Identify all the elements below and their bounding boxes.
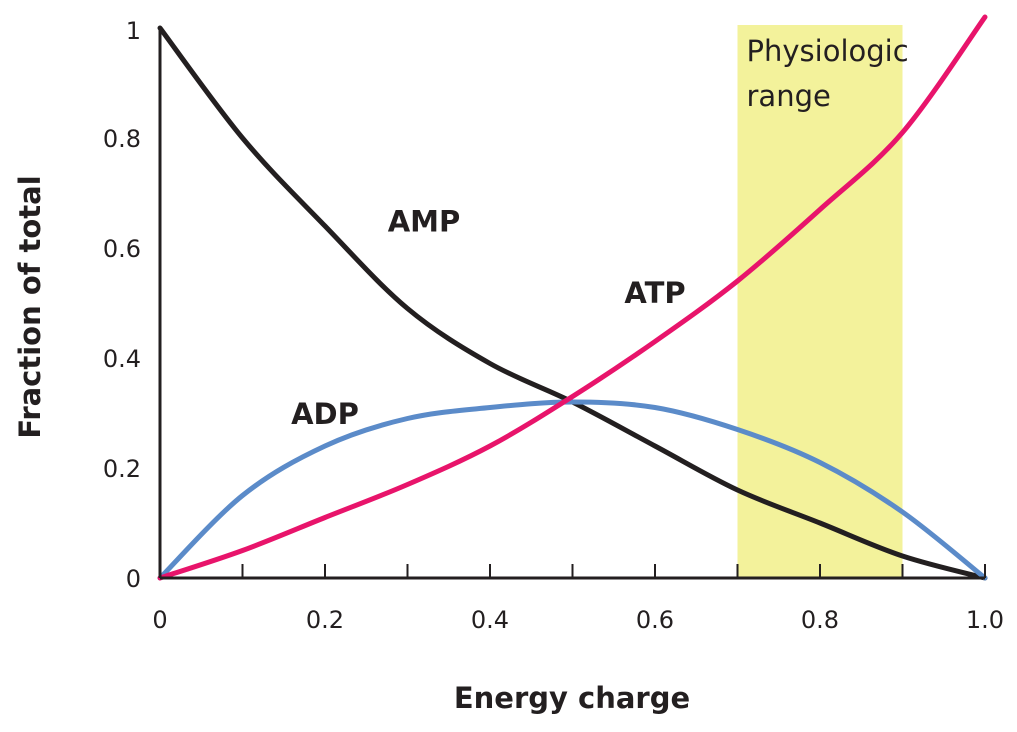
band-label-line-2: range	[747, 79, 831, 113]
y-tick-label: 0.6	[103, 235, 141, 263]
x-ticks	[159, 564, 986, 578]
x-tick-label: 1.0	[966, 606, 1004, 634]
series-line-amp	[157, 25, 988, 581]
physiologic-range-label: Physiologic range	[747, 34, 909, 113]
x-tick-label: 0	[152, 606, 167, 634]
y-tick-label: 0.4	[103, 345, 141, 373]
physiologic-range-band	[737, 25, 903, 578]
band-label-line-1: Physiologic	[747, 34, 909, 68]
y-axis-title: Fraction of total	[13, 175, 47, 438]
curve-label-atp: ATP	[624, 276, 685, 310]
series-line-atp	[157, 14, 988, 581]
x-tick-label: 0.2	[306, 606, 344, 634]
curve-label-amp: AMP	[388, 205, 461, 239]
x-tick-label: 0.4	[471, 606, 509, 634]
y-tick-label: 0	[126, 565, 141, 593]
y-tick-label: 0.2	[103, 455, 141, 483]
series-line-adp	[157, 399, 988, 581]
series-lines	[157, 14, 988, 581]
y-tick-labels: 0 0.2 0.4 0.6 0.8 1	[103, 17, 141, 593]
x-tick-label: 0.6	[636, 606, 674, 634]
curve-label-adp: ADP	[291, 397, 359, 431]
curve-labels: AMP ATP ADP	[291, 205, 686, 432]
x-tick-label: 0.8	[801, 606, 839, 634]
x-tick-labels: 0 0.2 0.4 0.6 0.8 1.0	[152, 606, 1004, 634]
x-axis-title: Energy charge	[454, 681, 690, 715]
y-tick-label: 1	[126, 17, 141, 45]
y-tick-label: 0.8	[103, 125, 141, 153]
